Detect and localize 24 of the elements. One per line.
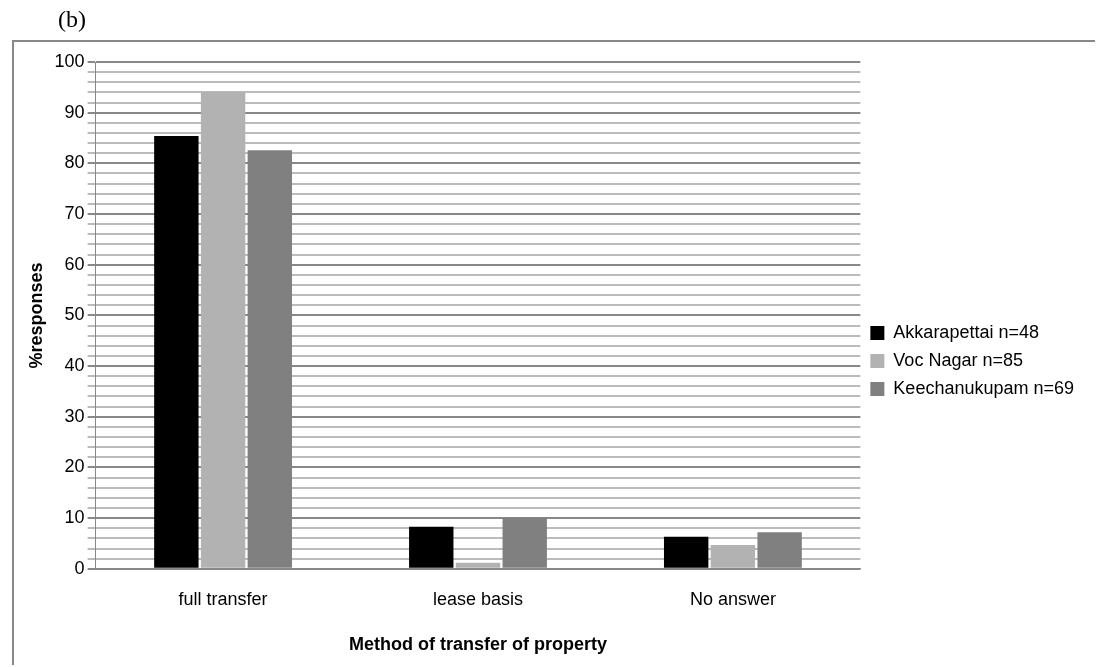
y-tick-label: 30: [64, 405, 85, 426]
bar: [455, 562, 501, 568]
y-tick-label: 10: [64, 507, 85, 528]
y-tick-label: 20: [64, 456, 85, 477]
bar: [409, 526, 454, 568]
x-tick-label: full transfer: [178, 588, 268, 609]
y-tick-label: 100: [54, 50, 85, 71]
y-axis-title: %responses: [25, 262, 46, 369]
y-tick-label: 90: [64, 101, 85, 122]
y-tick-label: 70: [64, 203, 85, 224]
x-tick-label: lease basis: [432, 588, 524, 609]
y-tick-label: 40: [64, 355, 85, 376]
legend-label: Voc Nagar n=85: [893, 349, 1023, 370]
legend-label: Keechanukupam n=69: [893, 377, 1075, 398]
legend-label: Akkarapettai n=48: [893, 321, 1039, 342]
y-tick-label: 0: [74, 557, 85, 578]
y-tick-label: 60: [64, 253, 85, 274]
x-axis-title: Method of transfer of property: [348, 634, 607, 655]
bar: [154, 135, 199, 568]
bar: [663, 536, 709, 568]
x-tick-label: No answer: [689, 588, 776, 609]
y-tick-label: 50: [64, 304, 85, 325]
y-tick-label: 80: [64, 152, 85, 173]
chart-title: (b): [58, 6, 86, 33]
